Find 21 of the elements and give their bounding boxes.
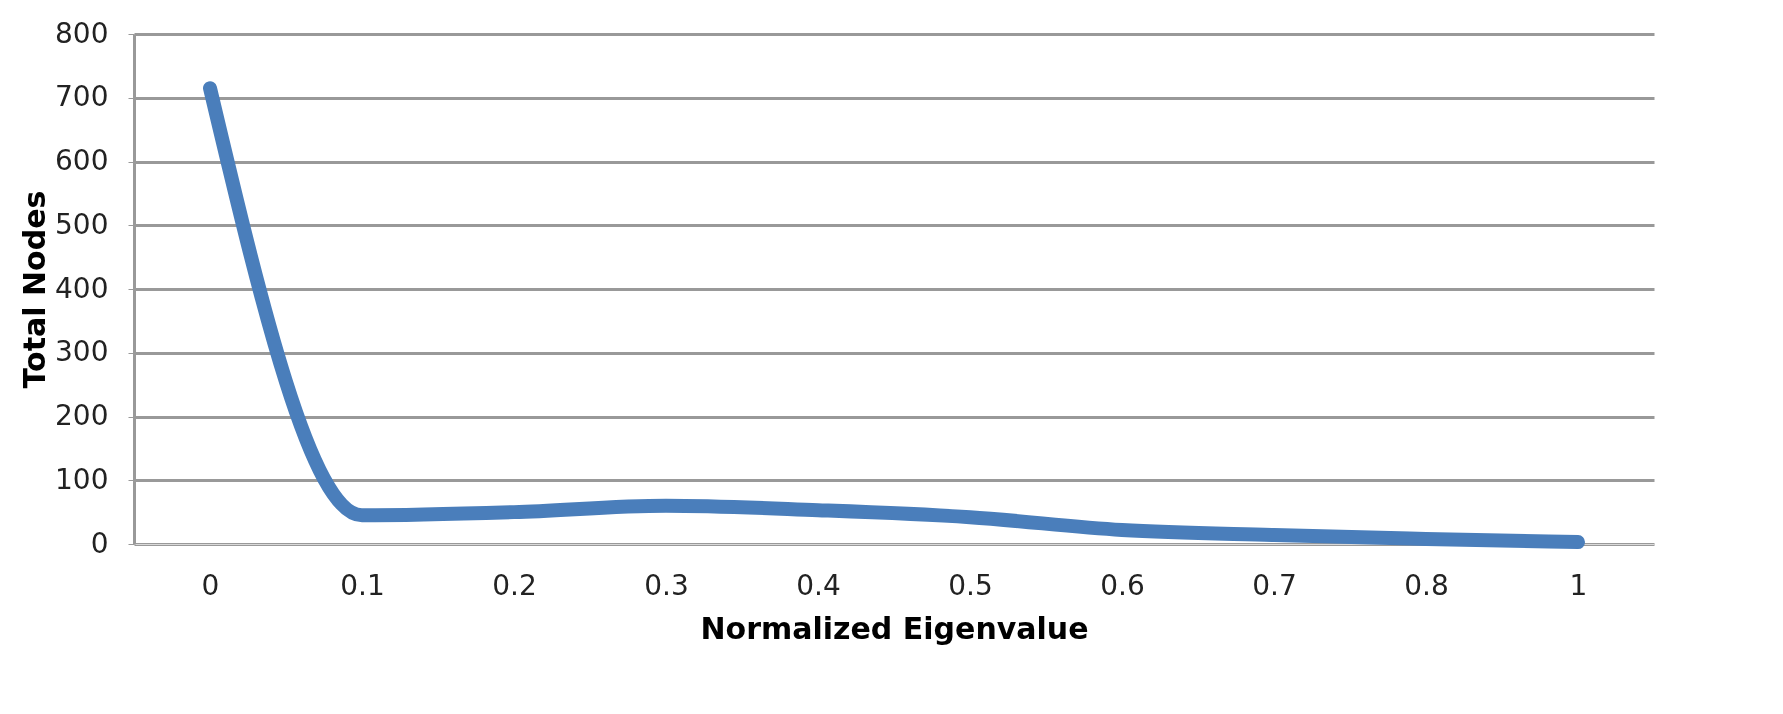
x-tick-label: 0.6 [1100, 568, 1145, 602]
y-tick-label: 100 [55, 462, 109, 496]
x-tick-label: 0.7 [1252, 568, 1297, 602]
y-tick-label: 500 [55, 207, 109, 241]
y-tick-label: 0 [90, 526, 109, 560]
x-tick-label: 0.2 [492, 568, 537, 602]
x-tick-label: 0.5 [948, 568, 993, 602]
x-tick-label: 0.4 [796, 568, 841, 602]
y-tick-label: 200 [55, 399, 109, 432]
x-tick-label: 0 [201, 568, 220, 602]
x-tick-label: 1 [1569, 568, 1588, 602]
x-tick-label: 0.8 [1404, 568, 1449, 602]
y-tick-label: 300 [55, 335, 109, 369]
x-tick-label: 0.1 [340, 568, 385, 602]
x-axis-title: Normalized Eigenvalue [700, 610, 1089, 646]
y-tick-label: 700 [55, 80, 109, 114]
y-tick-label: 600 [55, 144, 109, 177]
y-axis-title: Total Nodes [17, 190, 53, 389]
y-tick-label: 400 [55, 271, 109, 305]
x-tick-label: 0.3 [644, 568, 689, 602]
y-tick-label: 800 [55, 16, 109, 50]
